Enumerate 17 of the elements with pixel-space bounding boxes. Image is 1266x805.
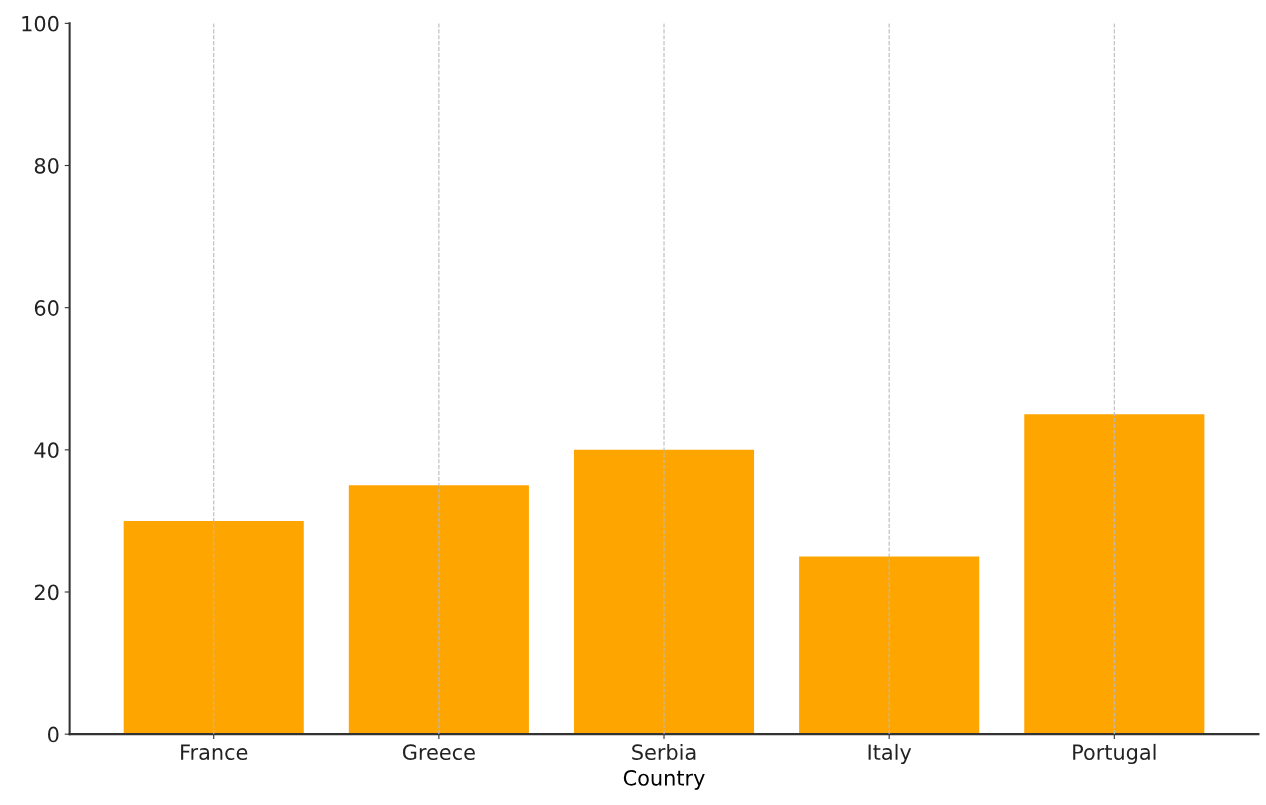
x-tick-label: Italy (868, 743, 912, 765)
y-tick-label: 40 (34, 442, 59, 459)
x-tick-label: Serbia (632, 743, 696, 761)
y-tick-label: 100 (22, 15, 59, 32)
bar (123, 520, 304, 735)
bar (348, 485, 529, 735)
bar (573, 449, 755, 735)
y-tick-label: 80 (34, 157, 59, 174)
x-tick-label: Greece (402, 744, 475, 761)
bar (799, 556, 980, 735)
y-tick-label: 60 (34, 300, 59, 316)
x-tick-label: France (181, 744, 248, 761)
x-axis-title: Country (623, 769, 705, 790)
bar (1024, 414, 1205, 735)
x-tick-label: Portugal (1073, 743, 1156, 765)
y-tick-label: 0 (48, 726, 59, 743)
y-tick-label: 20 (34, 584, 59, 601)
